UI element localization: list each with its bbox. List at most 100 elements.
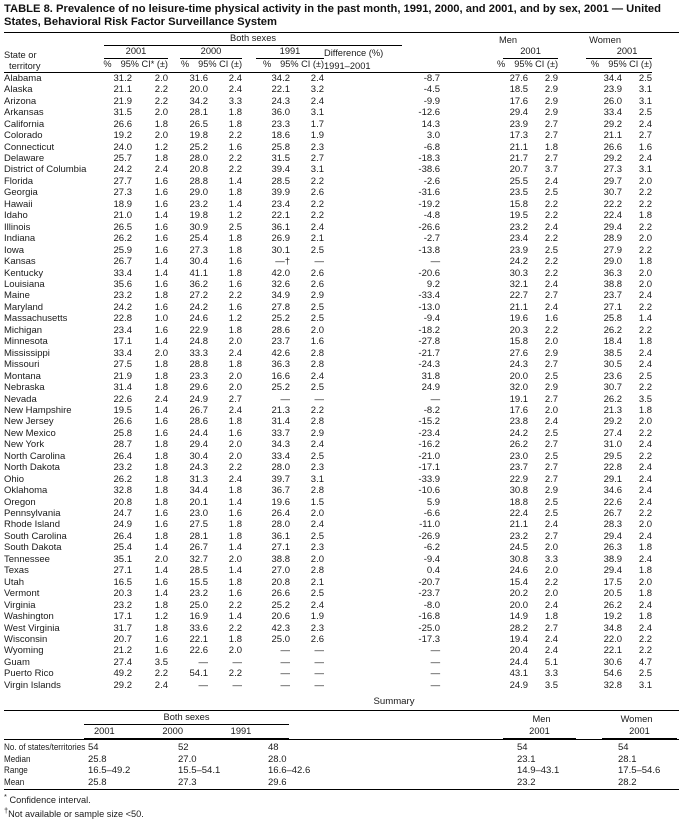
value-cell: —: [280, 393, 291, 405]
value-cell: -9.9: [423, 95, 441, 107]
value-cell: 30.5: [603, 359, 623, 371]
value-cell: 26.4: [113, 530, 133, 542]
value-cell: 25.4: [189, 233, 209, 245]
value-cell: 28.5: [271, 175, 291, 187]
value-cell: 20.4: [509, 645, 529, 657]
state-name: New Mexico: [4, 427, 56, 439]
table-row: District of Columbia 24.2 2.4 20.8 2.2 39.4 3.…: [4, 164, 652, 175]
value-cell: 2.4: [638, 347, 653, 359]
value-cell: 22.0: [603, 634, 623, 646]
value-cell: 39.9: [271, 187, 291, 199]
value-cell: 2.0: [638, 416, 653, 428]
state-name: Washington: [4, 611, 54, 623]
value-cell: 1.9: [310, 130, 324, 142]
value-cell: 1.6: [228, 427, 242, 439]
value-cell: 25.9: [113, 244, 133, 256]
value-cell: 2.0: [228, 553, 242, 565]
value-cell: 21.9: [113, 95, 133, 107]
value-cell: 1.8: [544, 141, 559, 153]
value-cell: 1.8: [638, 611, 653, 623]
value-cell: 1.5: [310, 496, 324, 508]
value-cell: -17.3: [418, 634, 441, 646]
value-cell: 23.6: [603, 370, 623, 382]
value-cell: 2.8: [310, 485, 324, 497]
value-cell: 26.6: [113, 118, 133, 130]
value-cell: 27.3: [189, 244, 209, 256]
value-cell: 1.2: [154, 611, 168, 623]
summary-value: 27.0: [178, 753, 197, 765]
value-cell: 2.4: [310, 519, 324, 531]
value-cell: 3.5: [154, 656, 168, 668]
value-cell: 31.8: [421, 370, 441, 382]
footnote-text: Not available or sample size <50.: [8, 808, 144, 819]
value-cell: 1.8: [154, 439, 168, 451]
value-cell: 23.9: [603, 84, 623, 96]
value-cell: 1.8: [228, 530, 242, 542]
value-cell: 1.8: [154, 599, 168, 611]
value-cell: 23.7: [271, 336, 291, 348]
table-row: Guam 27.4 3.5 — — — — — 24.4 5.1 30.6 4.7: [4, 657, 652, 668]
value-cell: 25.8: [113, 427, 133, 439]
value-cell: 2.2: [228, 462, 242, 474]
value-cell: —: [314, 668, 325, 680]
summary-label-column: [4, 710, 84, 741]
summary-value: 23.2: [517, 777, 536, 789]
table-row: New Jersey 26.6 1.6 28.6 1.8 31.4 2.8 -15.2 23.8…: [4, 416, 652, 427]
value-cell: 2.4: [638, 359, 653, 371]
table-row: Virgin Islands 29.2 2.4 — — — — — 24.9 3.5 32.8 3.1: [4, 680, 652, 691]
value-cell: 1.6: [154, 187, 168, 199]
value-cell: 1.8: [638, 588, 653, 600]
value-cell: 3.2: [310, 84, 324, 96]
ci-label-2000: 95% CI (±): [198, 58, 242, 69]
value-cell: 25.4: [113, 542, 133, 554]
value-cell: 2.2: [544, 267, 559, 279]
table-row: Montana 21.9 1.8 23.3 2.0 16.6 2.4 31.8 20.0 2.5 2…: [4, 371, 652, 382]
value-cell: 42.3: [271, 622, 291, 634]
value-cell: 24.3: [189, 462, 209, 474]
table-row: South Carolina 26.4 1.8 28.1 1.8 36.1 2.5 -26.9…: [4, 531, 652, 542]
state-name: Tennessee: [4, 553, 50, 565]
value-cell: 26.7: [113, 256, 133, 268]
value-cell: 23.2: [189, 198, 209, 210]
measure-header-1991: % 95% CI (±): [242, 58, 324, 73]
value-cell: 21.7: [509, 152, 529, 164]
value-cell: 49.2: [113, 668, 133, 680]
value-cell: 1.8: [228, 244, 242, 256]
value-cell: 22.8: [603, 462, 623, 474]
value-cell: 20.7: [509, 164, 529, 176]
summary-years: 2001 2000 1991: [84, 725, 354, 741]
state-name: Pennsylvania: [4, 508, 61, 520]
summary-row: No. of states/territories 54 52 48 54 54: [4, 740, 679, 754]
summary-value: 54: [618, 742, 629, 754]
value-cell: 29.7: [603, 175, 623, 187]
table-row: Louisiana 35.6 1.6 36.2 1.6 32.6 2.6 9.2 32.1 2.4…: [4, 279, 652, 290]
value-cell: 1.6: [638, 141, 653, 153]
value-cell: 2.2: [544, 198, 559, 210]
value-cell: 23.2: [113, 462, 133, 474]
summary-value: 28.0: [268, 753, 287, 765]
value-cell: 19.5: [509, 210, 529, 222]
value-cell: 1.8: [228, 634, 242, 646]
value-cell: —: [280, 656, 291, 668]
value-cell: 26.2: [113, 473, 133, 485]
state-name: Colorado: [4, 130, 43, 142]
value-cell: 20.8: [271, 576, 291, 588]
state-name: Puerto Rico: [4, 668, 54, 680]
table-row: Michigan 23.4 1.6 22.9 1.8 28.6 2.0 -18.2 20.3 2.…: [4, 325, 652, 336]
value-cell: 23.3: [271, 118, 291, 130]
value-cell: 2.6: [310, 634, 324, 646]
value-cell: 1.8: [638, 336, 653, 348]
value-cell: 2.2: [544, 233, 559, 245]
value-cell: 2.0: [638, 519, 653, 531]
table-row: Rhode Island 24.9 1.6 27.5 1.8 28.0 2.4 -11.0 21…: [4, 519, 652, 530]
value-cell: 28.8: [189, 175, 209, 187]
value-cell: 2.5: [638, 72, 653, 84]
value-cell: 1.6: [154, 645, 168, 657]
value-cell: 21.1: [509, 141, 529, 153]
value-cell: 29.4: [189, 439, 209, 451]
value-cell: 1.8: [154, 473, 168, 485]
value-cell: 2.0: [154, 130, 168, 142]
value-cell: 1.6: [310, 336, 324, 348]
value-cell: 23.7: [509, 462, 529, 474]
value-cell: 36.3: [271, 359, 291, 371]
